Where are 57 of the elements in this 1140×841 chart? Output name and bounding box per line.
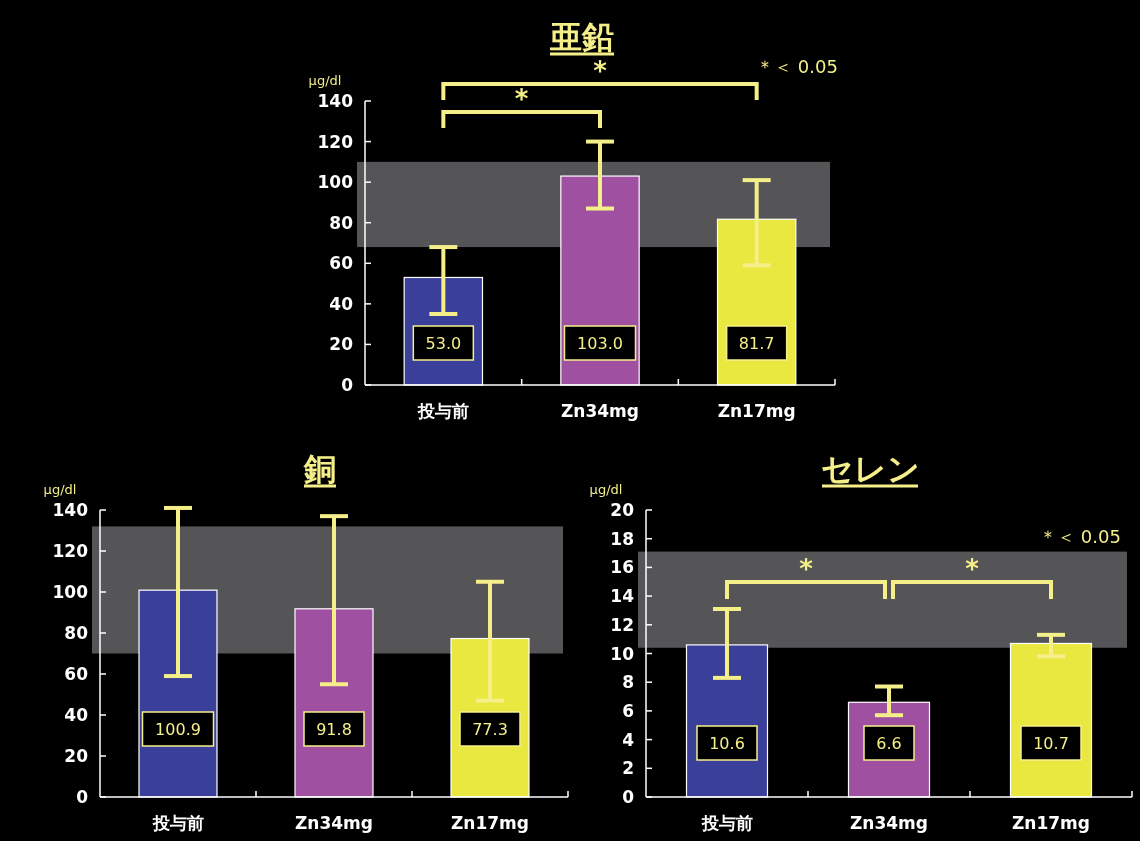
text: ＊＜ 0.05 <box>756 56 838 77</box>
x-tick-label: Zn34mg <box>850 813 928 833</box>
data-label: 53.0 <box>425 334 462 353</box>
annotation: * <box>965 554 980 584</box>
data-label: 103.0 <box>577 334 623 353</box>
annotation: * <box>799 554 814 584</box>
x-tick-label: Zn17mg <box>717 401 796 421</box>
y-tick-label: 20 <box>64 746 89 766</box>
y-tick-label: 0 <box>76 787 89 807</box>
x-tick-label: 投与前 <box>416 401 469 421</box>
y-tick-label: 100 <box>52 582 89 602</box>
annotation: * <box>514 84 529 114</box>
x-tick-label: Zn17mg <box>451 813 529 833</box>
y-tick-label: 20 <box>329 334 354 355</box>
chart-title: 銅 <box>303 450 336 488</box>
y-tick-label: 14 <box>610 586 635 607</box>
y-axis-title: μg/dl <box>43 482 77 497</box>
y-tick-label: 120 <box>317 131 354 152</box>
y-tick-label: 40 <box>64 705 89 725</box>
y-tick-label: 120 <box>52 541 89 561</box>
x-tick-label: Zn34mg <box>295 813 373 833</box>
annotation: ＊＜ 0.05 <box>1039 526 1121 547</box>
y-tick-label: 80 <box>329 212 354 233</box>
y-tick-label: 0 <box>622 787 635 807</box>
y-axis-title: μg/dl <box>308 73 342 88</box>
y-tick-label: 12 <box>610 614 634 635</box>
y-tick-label: 140 <box>317 91 354 111</box>
x-tick-label: Zn17mg <box>1012 813 1090 833</box>
data-label: 77.3 <box>472 720 508 739</box>
y-tick-label: 4 <box>622 729 635 750</box>
y-tick-label: 100 <box>317 172 354 193</box>
x-tick-label: 投与前 <box>151 813 204 833</box>
y-tick-label: 2 <box>622 758 634 779</box>
text: * <box>593 56 608 86</box>
y-tick-label: 40 <box>329 293 354 314</box>
data-label: 10.6 <box>709 734 745 753</box>
y-tick-label: 10 <box>610 643 635 664</box>
y-tick-label: 60 <box>329 253 354 274</box>
data-label: 6.6 <box>876 734 902 753</box>
y-axis-title: μg/dl <box>589 482 623 497</box>
data-label: 81.7 <box>738 334 775 353</box>
y-tick-label: 80 <box>64 623 89 643</box>
y-tick-label: 140 <box>52 500 89 520</box>
y-tick-label: 16 <box>610 557 634 578</box>
data-label: 100.9 <box>155 720 201 739</box>
x-tick-label: Zn34mg <box>561 401 639 421</box>
y-tick-label: 0 <box>341 375 354 395</box>
y-tick-label: 6 <box>622 700 634 721</box>
y-tick-label: 18 <box>610 528 634 549</box>
x-tick-label: 投与前 <box>700 813 753 833</box>
y-tick-label: 8 <box>622 672 634 693</box>
chart-title: 亜鉛 <box>549 18 614 56</box>
data-label: 91.8 <box>316 720 352 739</box>
chart-title: セレン <box>820 450 920 488</box>
data-label: 10.7 <box>1033 734 1069 753</box>
y-tick-label: 20 <box>610 500 635 520</box>
y-tick-label: 60 <box>64 664 89 684</box>
